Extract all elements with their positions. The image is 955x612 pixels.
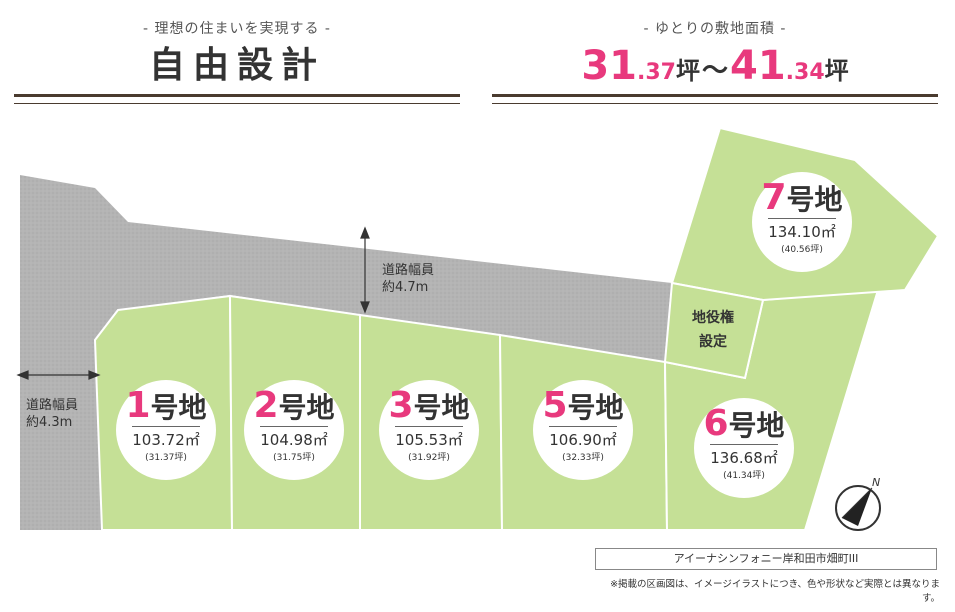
lot-7-label[interactable]: 7号地 134.10㎡ (40.56坪) [761, 177, 843, 256]
header-left-title: 自由設計 [148, 45, 325, 86]
easement-label: 地役権 設定 [692, 310, 734, 350]
road-left-label: 道路幅員 約4.3m [26, 398, 79, 430]
disclaimer-note: ※掲載の区画図は、イメージイラストにつき、色や形状など実際とは異なります。 [610, 579, 940, 604]
lot-1-badge [116, 380, 216, 480]
lot-5-label[interactable]: 5号地 106.90㎡ (32.33坪) [542, 385, 624, 464]
area-range: 31.37坪～41.34坪 [492, 42, 938, 90]
road [20, 175, 672, 530]
header-right-rule [492, 94, 938, 104]
lot-7-badge [752, 172, 852, 272]
area-tilde: ～ [701, 56, 728, 86]
lot-6-label[interactable]: 6号地 136.68㎡ (41.34坪) [703, 403, 785, 482]
road-top-arrow-down [360, 301, 370, 314]
lot-3-label[interactable]: 3号地 105.53㎡ (31.92坪) [388, 385, 470, 464]
lot-2-label[interactable]: 2号地 104.98㎡ (31.75坪) [253, 385, 335, 464]
easement-parcel [663, 281, 765, 380]
lot-6-badge [694, 398, 794, 498]
road-top-label: 道路幅員 約4.7m [382, 263, 435, 295]
lot-3-badge [379, 380, 479, 480]
area-min-int: 31 [581, 43, 637, 89]
header-left-rule [14, 94, 460, 104]
lot-5-badge [533, 380, 633, 480]
lot-2-badge [244, 380, 344, 480]
header-right-subtitle: - ゆとりの敷地面積 - [643, 21, 787, 37]
area-unit-2: 坪 [824, 57, 849, 85]
area-max-dec: .34 [785, 60, 825, 85]
header-left: - 理想の住まいを実現する - 自由設計 [14, 0, 460, 104]
development-name: アイーナシンフォニー岸和田市畑町III [595, 548, 937, 570]
area-min-dec: .37 [637, 60, 676, 85]
compass-label: N [872, 476, 880, 489]
compass-icon: N [835, 476, 881, 531]
area-unit-1: 坪 [675, 57, 700, 85]
road-left-arrow-right [88, 370, 101, 380]
road-left-arrow-left [16, 370, 29, 380]
road-top-arrow-up [360, 226, 370, 239]
header-right: - ゆとりの敷地面積 - 31.37坪～41.34坪 [492, 0, 938, 104]
lot-1-label[interactable]: 1号地 103.72㎡ (31.37坪) [125, 385, 207, 464]
area-max-int: 41 [730, 43, 786, 89]
header-left-subtitle: - 理想の住まいを実現する - [142, 21, 331, 37]
